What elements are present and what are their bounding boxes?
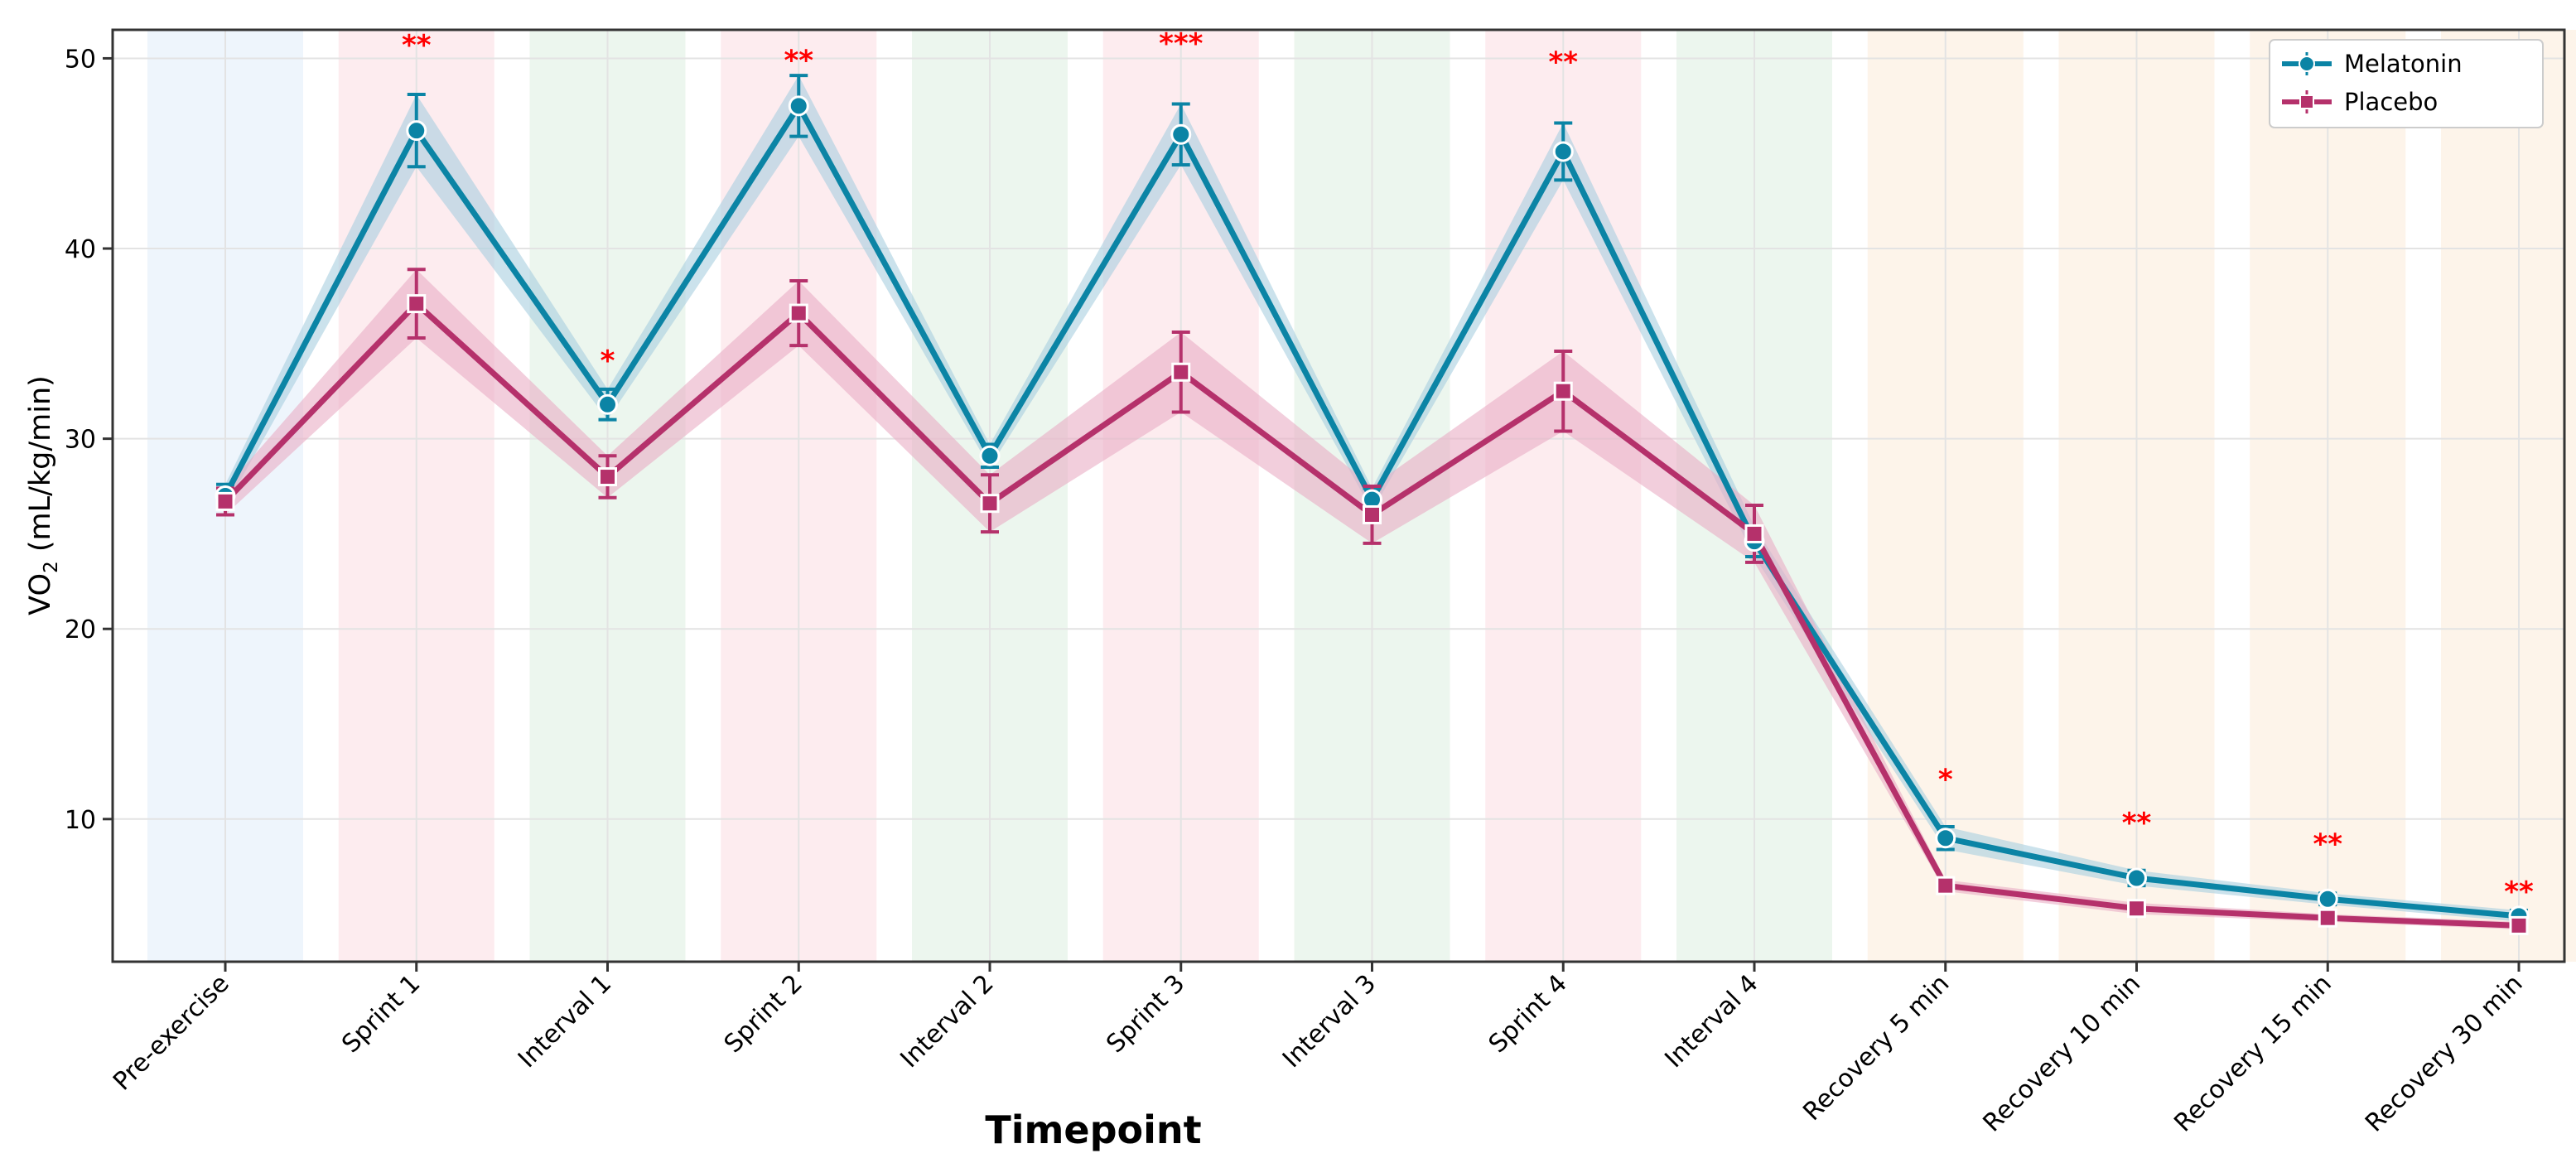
significance-marker: **	[2504, 876, 2534, 909]
significance-marker: **	[784, 44, 813, 77]
data-point-melatonin	[979, 445, 1001, 466]
y-tick-label: 50	[65, 45, 96, 74]
significance-markers: *****************	[402, 27, 2534, 909]
data-point-placebo	[980, 494, 1000, 514]
data-point-melatonin	[2126, 867, 2147, 889]
significance-marker: *	[601, 345, 615, 378]
data-point-placebo	[1363, 504, 1382, 524]
legend: Melatonin Placebo	[2269, 39, 2544, 128]
data-point-melatonin	[2317, 888, 2338, 910]
significance-marker: **	[402, 29, 432, 62]
markers	[215, 95, 2530, 935]
legend-label-melatonin: Melatonin	[2344, 50, 2463, 78]
data-point-melatonin	[406, 120, 427, 142]
significance-marker: *	[1938, 763, 1953, 796]
phase-band	[2441, 30, 2576, 962]
data-point-placebo	[215, 491, 235, 511]
data-point-placebo	[1744, 524, 1764, 543]
data-point-placebo	[407, 294, 427, 314]
legend-label-placebo: Placebo	[2344, 88, 2438, 116]
data-point-melatonin	[1552, 141, 1574, 162]
data-point-placebo	[1936, 876, 1956, 895]
significance-marker: **	[2122, 807, 2152, 840]
data-point-placebo	[598, 467, 617, 487]
data-point-melatonin	[1935, 828, 1956, 849]
y-tick-label: 40	[65, 235, 96, 264]
legend-marker	[2299, 55, 2315, 72]
y-axis-title: VO2 (mL/kg/min)	[24, 375, 62, 615]
y-tick-label: 20	[65, 615, 96, 644]
significance-marker: **	[2313, 828, 2342, 861]
data-point-melatonin	[597, 393, 618, 415]
plot-frame	[111, 28, 2566, 963]
data-point-placebo	[1171, 362, 1191, 382]
y-axis: 10 20 30 40 50	[65, 45, 113, 835]
significance-marker: **	[1548, 46, 1578, 80]
y-tick-label: 10	[65, 806, 96, 835]
data-point-placebo	[1553, 381, 1573, 401]
y-tick-label: 30	[65, 426, 96, 455]
legend-marker	[2299, 94, 2314, 109]
data-point-placebo	[2318, 908, 2337, 928]
legend-box	[2269, 39, 2544, 128]
data-point-placebo	[789, 303, 808, 323]
data-point-melatonin	[788, 95, 809, 117]
data-point-placebo	[2127, 899, 2146, 919]
x-axis-title: Timepoint	[985, 1108, 1201, 1152]
data-point-placebo	[2509, 915, 2529, 935]
significance-marker: ***	[1159, 27, 1204, 60]
data-point-melatonin	[1170, 123, 1192, 145]
legend-items: Melatonin Placebo	[2282, 50, 2463, 116]
